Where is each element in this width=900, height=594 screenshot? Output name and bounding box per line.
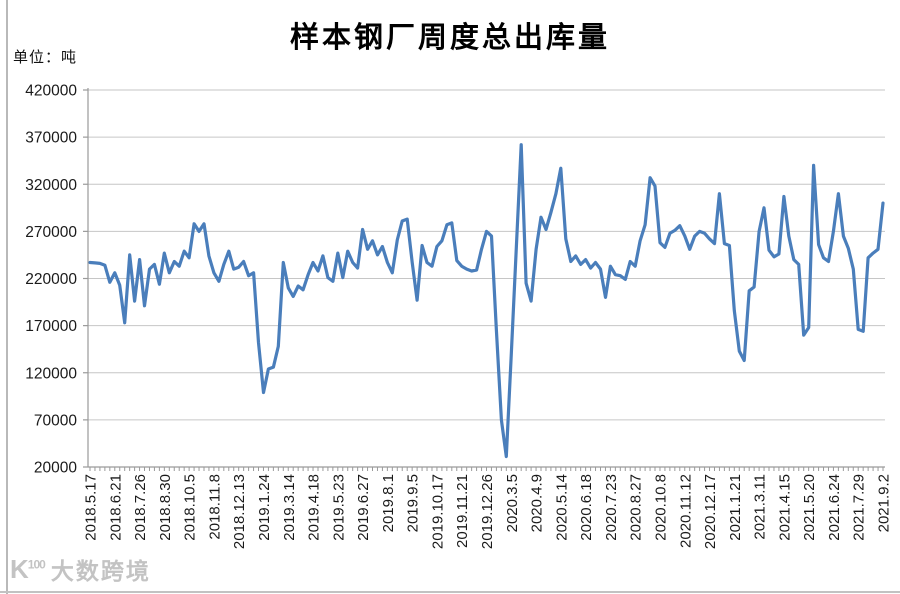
x-axis-tick-label: 2020.11.12 — [677, 474, 694, 548]
x-axis-tick-label: 2019.3.14 — [281, 474, 298, 541]
x-axis-tick-label: 2019.4.18 — [306, 474, 323, 541]
x-axis-tick-label: 2019.6.27 — [355, 474, 372, 541]
y-axis-tick-label: 420000 — [25, 83, 77, 100]
window-border-bottom — [0, 591, 900, 593]
x-axis-tick-label: 2019.5.23 — [330, 474, 347, 541]
y-axis-tick-label: 120000 — [25, 365, 77, 382]
y-axis-tick-label: 370000 — [25, 130, 77, 147]
x-axis-tick-label: 2021.4.15 — [776, 474, 793, 541]
watermark-logo-icon: K100 — [10, 553, 46, 584]
x-axis-tick-label: 2021.7.29 — [851, 474, 868, 541]
x-axis-tick-label: 2020.8.27 — [628, 474, 645, 541]
y-axis-tick-label: 20000 — [34, 460, 77, 477]
watermark-label: 大数跨境 — [50, 558, 151, 584]
x-axis-tick-label: 2019.10.17 — [429, 474, 446, 549]
x-axis-tick-label: 2019.12.26 — [479, 474, 496, 549]
x-axis-tick-label: 2018.11.8 — [206, 474, 223, 540]
x-axis-ticks — [89, 467, 884, 471]
x-axis-tick-label: 2021.5.20 — [801, 474, 818, 541]
x-axis-tick-label: 2019.8.1 — [380, 474, 397, 532]
x-axis-tick-label: 2018.10.5 — [182, 474, 199, 541]
x-axis-tick-label: 2020.10.8 — [652, 474, 669, 541]
x-axis-tick-label: 2020.7.23 — [603, 474, 620, 541]
x-axis-tick-label: 2020.12.17 — [702, 474, 719, 549]
x-axis-tick-label: 2021.9.2 — [876, 474, 893, 532]
x-axis-tick-label: 2021.1.21 — [727, 474, 744, 541]
watermark: K100 大数跨境 — [10, 552, 151, 586]
data-series-line — [88, 143, 885, 459]
x-axis-tick-label: 2021.6.24 — [826, 474, 843, 541]
y-axis-tick-label: 220000 — [25, 271, 77, 288]
x-axis-tick-label: 2018.7.26 — [132, 474, 149, 541]
x-axis-tick-label: 2018.8.30 — [157, 474, 174, 541]
x-axis-tick-label: 2020.3.5 — [504, 474, 521, 532]
x-axis-tick-label: 2018.5.17 — [83, 474, 100, 541]
page-title: 样本钢厂周度总出库量 — [289, 22, 610, 54]
x-axis-tick-label: 2020.5.14 — [553, 474, 570, 541]
x-axis-tick-label: 2018.12.13 — [231, 474, 248, 549]
y-axis-ticks: 420000 370000 320000 270000 220000 170000 1200… — [25, 83, 88, 477]
x-axis-tick-label: 2021.3.11 — [752, 474, 769, 540]
x-axis-tick-label: 2020.6.18 — [578, 474, 595, 541]
y-axis-tick-label: 320000 — [25, 177, 77, 194]
x-axis-tick-label: 2020.4.9 — [529, 474, 546, 532]
y-axis-tick-label: 270000 — [25, 224, 77, 241]
y-axis-unit-label: 单位：吨 — [13, 49, 78, 66]
x-axis-tick-label: 2019.11.21 — [454, 474, 471, 548]
x-axis-tick-label: 2019.1.24 — [256, 474, 273, 541]
window-border-left — [6, 0, 8, 594]
x-axis-tick-label: 2018.6.21 — [107, 474, 124, 541]
y-axis-tick-label: 70000 — [34, 412, 77, 429]
x-axis-labels: 2018.5.17 2018.6.21 2018.7.26 2018.8.30 2018… — [83, 474, 893, 549]
x-axis-tick-label: 2019.9.5 — [405, 474, 422, 532]
y-axis-tick-label: 170000 — [25, 318, 77, 335]
